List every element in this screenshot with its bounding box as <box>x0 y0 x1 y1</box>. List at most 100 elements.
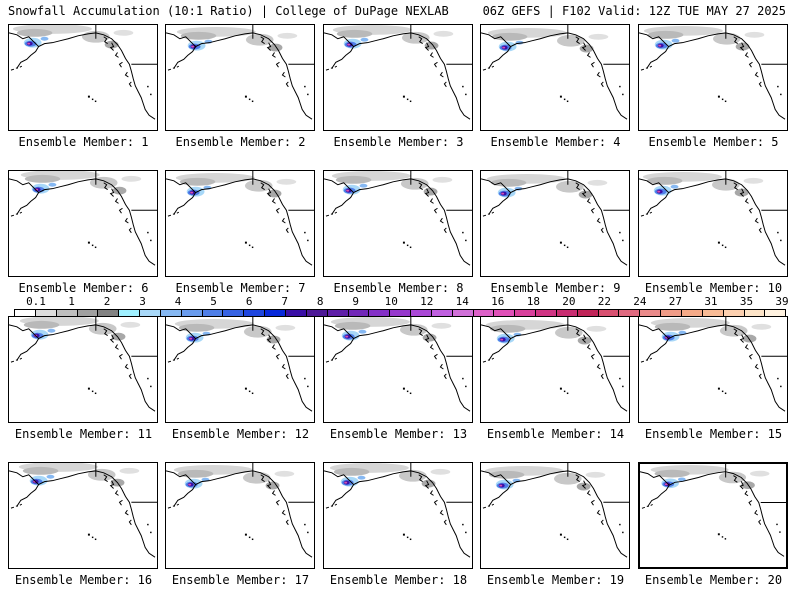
ensemble-member-label: Ensemble Member: 1 <box>18 135 149 149</box>
ensemble-member-map-5[interactable] <box>638 24 788 131</box>
colorbar-tick-label: 35 <box>739 295 754 308</box>
member-map-18 <box>324 463 472 558</box>
colorbar-swatch <box>119 310 141 316</box>
ensemble-member-map-11[interactable] <box>8 316 158 423</box>
ensemble-member-map-16[interactable] <box>8 462 158 569</box>
colorbar-swatch <box>431 310 453 316</box>
colorbar-swatch <box>369 310 391 316</box>
ensemble-member-map-7[interactable] <box>165 170 315 277</box>
colorbar-swatch <box>327 310 349 316</box>
colorbar-swatch <box>744 310 766 316</box>
colorbar-tick-label: 3 <box>139 295 146 308</box>
colorbar-tick-label: 4 <box>174 295 182 308</box>
snowfall-colorbar: 0.1 1 2 3 4 5 6 7 8 9 10 12 14 16 18 20 22 24 27 31 35 39 <box>14 295 789 320</box>
colorbar-swatch <box>619 310 641 316</box>
ensemble-member-label: Ensemble Member: 16 <box>14 573 153 587</box>
ensemble-member-map-13[interactable] <box>323 316 473 423</box>
colorbar-tick-labels: 0.1 1 2 3 4 5 6 7 8 9 10 12 14 16 18 20 22 24 27 31 35 39 <box>14 295 789 308</box>
member-map-16 <box>9 463 157 558</box>
ensemble-member-label: Ensemble Member: 18 <box>329 573 468 587</box>
colorbar-swatch <box>494 310 516 316</box>
colorbar-tick-label: 16 <box>491 295 505 308</box>
ensemble-member-label: Ensemble Member: 15 <box>644 427 783 441</box>
ensemble-member-map-3[interactable] <box>323 24 473 131</box>
colorbar-tick-label: 10 <box>384 295 398 308</box>
member-map-5 <box>639 25 787 120</box>
ensemble-member-label: Ensemble Member: 2 <box>175 135 306 149</box>
colorbar-tick-label: 9 <box>352 295 360 308</box>
colorbar-swatch <box>723 310 745 316</box>
colorbar-swatch <box>244 310 266 316</box>
member-map-17 <box>166 463 314 558</box>
member-map-15 <box>639 317 787 412</box>
colorbar-tick-label: 14 <box>455 295 469 308</box>
colorbar-tick-label: 12 <box>420 295 434 308</box>
ensemble-member-map-20[interactable] <box>638 462 788 569</box>
ensemble-member-label: Ensemble Member: 7 <box>175 281 306 295</box>
ensemble-member-map-2[interactable] <box>165 24 315 131</box>
colorbar-tick-label: 2 <box>103 295 111 308</box>
ensemble-member-map-15[interactable] <box>638 316 788 423</box>
ensemble-member-label: Ensemble Member: 5 <box>648 135 779 149</box>
member-map-12 <box>166 317 314 412</box>
ensemble-member-map-8[interactable] <box>323 170 473 277</box>
ensemble-member-map-17[interactable] <box>165 462 315 569</box>
ensemble-member-label: Ensemble Member: 20 <box>644 573 783 587</box>
ensemble-member-map-18[interactable] <box>323 462 473 569</box>
ensemble-member-map-1[interactable] <box>8 24 158 131</box>
colorbar-tick-label: 24 <box>633 295 647 308</box>
ensemble-member-map-10[interactable] <box>638 170 788 277</box>
colorbar-tick-label: 8 <box>316 295 324 308</box>
ensemble-member-map-6[interactable] <box>8 170 158 277</box>
colorbar-tick-label: 27 <box>668 295 683 308</box>
chart-title: Snowfall Accumulation (10:1 Ratio) | Col… <box>8 4 449 18</box>
member-map-19 <box>481 463 629 558</box>
colorbar-swatch <box>390 310 412 316</box>
ensemble-member-map-12[interactable] <box>165 316 315 423</box>
colorbar-swatch <box>452 310 474 316</box>
ensemble-member-label: Ensemble Member: 13 <box>329 427 468 441</box>
colorbar-swatch <box>140 310 161 316</box>
colorbar-tick-label: 20 <box>562 295 576 308</box>
colorbar-tick-label: 0.1 <box>26 295 46 308</box>
ensemble-member-map-9[interactable] <box>480 170 630 277</box>
colorbar-tick-label: 6 <box>245 295 253 308</box>
colorbar-swatch <box>598 310 620 316</box>
member-map-2 <box>166 25 314 120</box>
colorbar-tick-label: 7 <box>281 295 288 308</box>
member-map-3 <box>324 25 472 120</box>
colorbar-swatch <box>536 310 557 316</box>
ensemble-member-map-4[interactable] <box>480 24 630 131</box>
colorbar-swatch <box>98 310 120 316</box>
member-map-8 <box>324 171 472 266</box>
member-map-1 <box>9 25 157 120</box>
ensemble-member-label: Ensemble Member: 6 <box>18 281 149 295</box>
colorbar-swatch <box>702 310 724 316</box>
colorbar-tick-label: 5 <box>210 295 217 308</box>
colorbar-swatch <box>640 310 662 316</box>
ensemble-member-label: Ensemble Member: 9 <box>490 281 621 295</box>
member-map-11 <box>9 317 157 412</box>
colorbar-swatch <box>181 310 203 316</box>
run-valid-time: 06Z GEFS | F102 Valid: 12Z TUE MAY 27 20… <box>482 4 786 18</box>
colorbar-swatch <box>15 310 36 316</box>
colorbar-swatch <box>473 310 495 316</box>
ensemble-member-map-14[interactable] <box>480 316 630 423</box>
member-map-20 <box>640 464 786 557</box>
colorbar-swatch <box>306 310 328 316</box>
colorbar-tick-label: 39 <box>775 295 789 308</box>
colorbar-swatch <box>661 310 682 316</box>
colorbar-swatch <box>765 310 786 316</box>
colorbar-tick-label: 31 <box>704 295 718 308</box>
member-map-13 <box>324 317 472 412</box>
ensemble-member-label: Ensemble Member: 17 <box>171 573 310 587</box>
colorbar-swatch <box>160 310 182 316</box>
colorbar-swatch <box>515 310 537 316</box>
colorbar-swatch <box>577 310 599 316</box>
member-map-4 <box>481 25 629 120</box>
ensemble-member-label: Ensemble Member: 11 <box>14 427 153 441</box>
ensemble-member-label: Ensemble Member: 8 <box>333 281 464 295</box>
colorbar-swatch <box>348 310 370 316</box>
ensemble-member-label: Ensemble Member: 19 <box>486 573 625 587</box>
ensemble-member-map-19[interactable] <box>480 462 630 569</box>
